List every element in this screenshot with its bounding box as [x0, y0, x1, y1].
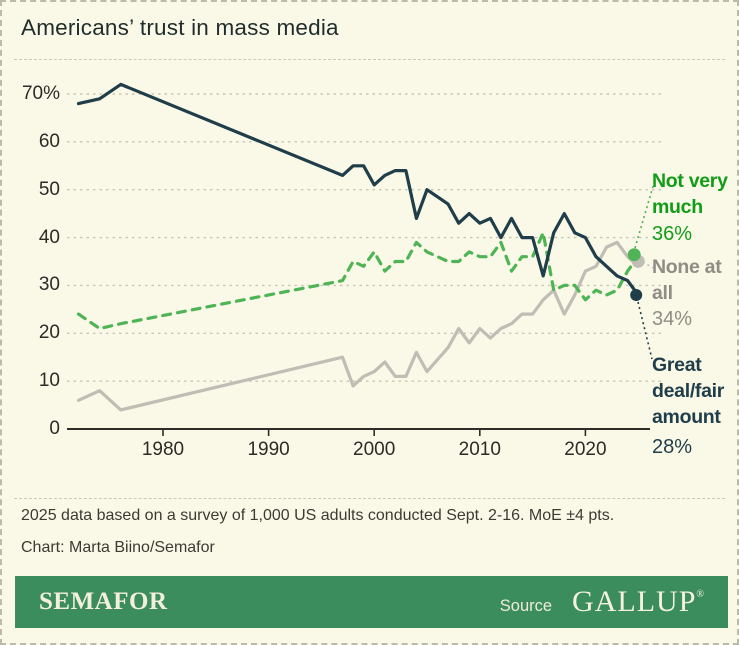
- end-dot-not-very-much: [627, 248, 641, 262]
- x-axis-label: 2000: [353, 439, 396, 460]
- annotation-none-at-all-value: 34%: [652, 308, 693, 330]
- y-axis-label: 60: [38, 130, 60, 152]
- survey-note: 2025 data based on a survey of 1,000 US …: [21, 507, 615, 524]
- series-line-great-deal-fair-amount: [76, 82, 640, 297]
- x-axis-label: 2010: [458, 439, 501, 460]
- semafor-logo: SEMAFOR: [39, 588, 168, 615]
- y-axis-label: 10: [38, 370, 60, 392]
- source-label: Source: [499, 597, 553, 615]
- leader-great-deal: [637, 301, 653, 360]
- gallup-logo: GALLUP®: [572, 585, 704, 618]
- annotation-great-deal-value: 28%: [652, 436, 693, 458]
- end-dot-great-deal-fair-amount: [630, 289, 643, 302]
- title-divider: [14, 59, 725, 60]
- leader-none-at-all: [642, 261, 654, 269]
- annotation-not-very-much-value: 36%: [652, 223, 693, 245]
- registered-mark: ®: [696, 589, 704, 600]
- y-axis-label: 30: [38, 274, 60, 296]
- brand-bar: SEMAFOR Source GALLUP®: [15, 576, 728, 628]
- source-group: Source GALLUP®: [500, 585, 704, 619]
- y-axis-label: 20: [38, 322, 60, 344]
- x-axis-label: 1980: [141, 439, 185, 460]
- annotation-great-deal: Great deal/fair amount: [652, 354, 725, 428]
- y-axis-label: 0: [49, 418, 60, 439]
- y-axis-label: 50: [38, 178, 60, 200]
- footer-divider: [14, 498, 725, 499]
- series-line-none-at-all: [76, 240, 640, 412]
- annotation-none-at-all: None at all: [652, 256, 722, 304]
- page-title: Americans’ trust in mass media: [21, 15, 339, 40]
- leader-not-very-much: [634, 182, 655, 249]
- x-axis-label: 2020: [564, 439, 607, 460]
- annotation-not-very-much: Not very much: [652, 170, 728, 218]
- y-axis-label: 70%: [21, 83, 60, 104]
- x-axis-label: 1990: [247, 439, 290, 460]
- chart-credit: Chart: Marta Biino/Semafor: [21, 539, 215, 556]
- y-axis-label: 40: [38, 226, 60, 248]
- series-line-not-very-much: [76, 231, 640, 331]
